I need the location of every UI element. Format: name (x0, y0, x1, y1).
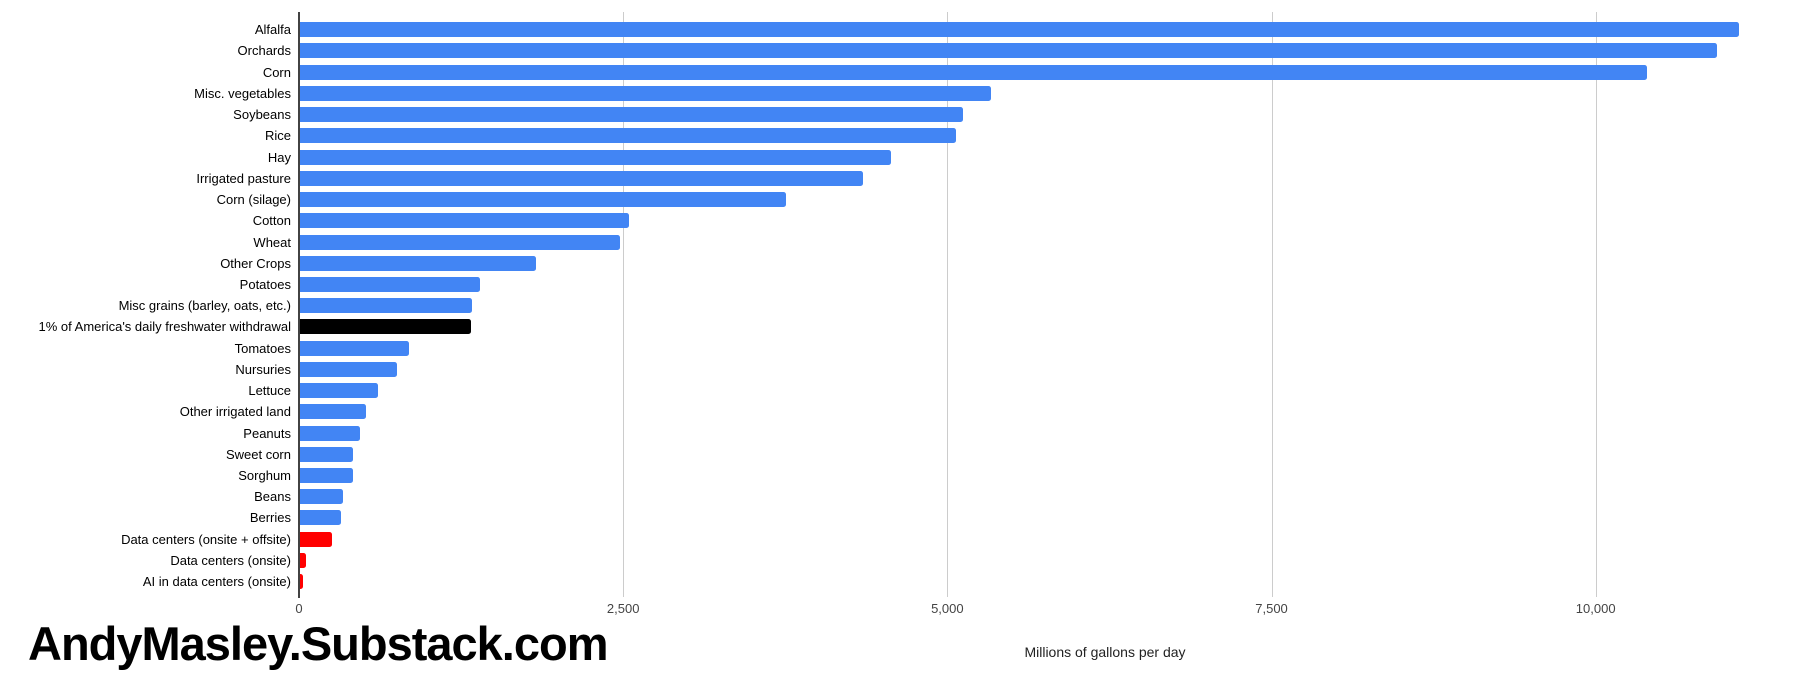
category-label: Potatoes (239, 276, 291, 292)
x-tick-label: 2,500 (606, 601, 640, 616)
category-label: AI in data centers (onsite) (142, 574, 291, 590)
bar-misc-vegetables (300, 85, 992, 101)
category-label: Hay (267, 149, 291, 165)
bar-rice (300, 128, 957, 144)
bar-other-irrigated-land (300, 404, 367, 420)
category-label: Tomatoes (234, 340, 291, 356)
bar-alfalfa (300, 22, 1740, 38)
bar-potatoes (300, 276, 481, 292)
bar-1-of-america-s-daily-freshwater-withdrawal (300, 319, 472, 335)
category-label: Irrigated pasture (196, 170, 291, 186)
category-label: Berries (249, 510, 291, 526)
bar-misc-grains-barley-oats-etc (300, 298, 473, 314)
category-label: Orchards (237, 43, 291, 59)
category-label: Sorghum (238, 468, 291, 484)
category-label: Misc. vegetables (194, 85, 291, 101)
bar-nursuries (300, 361, 398, 377)
category-label: Lettuce (248, 383, 291, 399)
category-label: Nursuries (235, 361, 291, 377)
bar-tomatoes (300, 340, 409, 356)
category-label: Data centers (onsite + offsite) (121, 531, 291, 547)
bar-irrigated-pasture (300, 170, 863, 186)
category-label: Data centers (onsite) (170, 552, 291, 568)
bar-data-centers-onsite-offsite (300, 531, 332, 547)
bar-soybeans (300, 107, 963, 123)
x-tick-label: 5,000 (931, 601, 964, 616)
category-label: Other Crops (220, 255, 291, 271)
gridline-10,000 (1595, 12, 1597, 597)
bar-sorghum (300, 468, 354, 484)
bar-other-crops (300, 255, 536, 271)
x-tick-label: 10,000 (1575, 601, 1616, 616)
category-label: Corn (silage) (216, 192, 291, 208)
bar-ai-in-data-centers-onsite (300, 574, 303, 590)
bar-wheat (300, 234, 621, 250)
category-label: 1% of America's daily freshwater withdra… (38, 319, 291, 335)
watermark-text: AndyMasley.Substack.com (28, 617, 609, 670)
gridline-7,500 (1271, 12, 1273, 597)
gridline-2,500 (623, 12, 625, 597)
category-label: Misc grains (barley, oats, etc.) (118, 298, 291, 314)
category-label: Sweet corn (225, 446, 291, 462)
bar-data-centers-onsite (300, 552, 307, 568)
category-label: Cotton (252, 213, 291, 229)
category-label: Beans (254, 489, 291, 505)
category-label: Soybeans (233, 107, 291, 123)
bar-peanuts (300, 425, 360, 441)
category-label: Wheat (253, 234, 291, 250)
bar-orchards (300, 43, 1718, 59)
category-label: Other irrigated land (179, 404, 291, 420)
bar-corn (300, 64, 1648, 80)
y-axis-line (298, 12, 300, 598)
category-label: Corn (262, 64, 291, 80)
bar-sweet-corn (300, 446, 354, 462)
bar-lettuce (300, 383, 378, 399)
category-label: Alfalfa (254, 22, 291, 38)
bar-hay (300, 149, 892, 165)
bar-berries (300, 510, 342, 526)
x-axis-title: Millions of gallons per day (1024, 644, 1186, 660)
bar-corn-silage (300, 192, 787, 208)
category-label: Rice (264, 128, 291, 144)
bar-cotton (300, 213, 630, 229)
bar-beans (300, 489, 343, 505)
gridline-5,000 (947, 12, 949, 597)
x-tick-label: 0 (295, 601, 303, 616)
category-label: Peanuts (243, 425, 291, 441)
x-tick-label: 7,500 (1255, 601, 1288, 616)
